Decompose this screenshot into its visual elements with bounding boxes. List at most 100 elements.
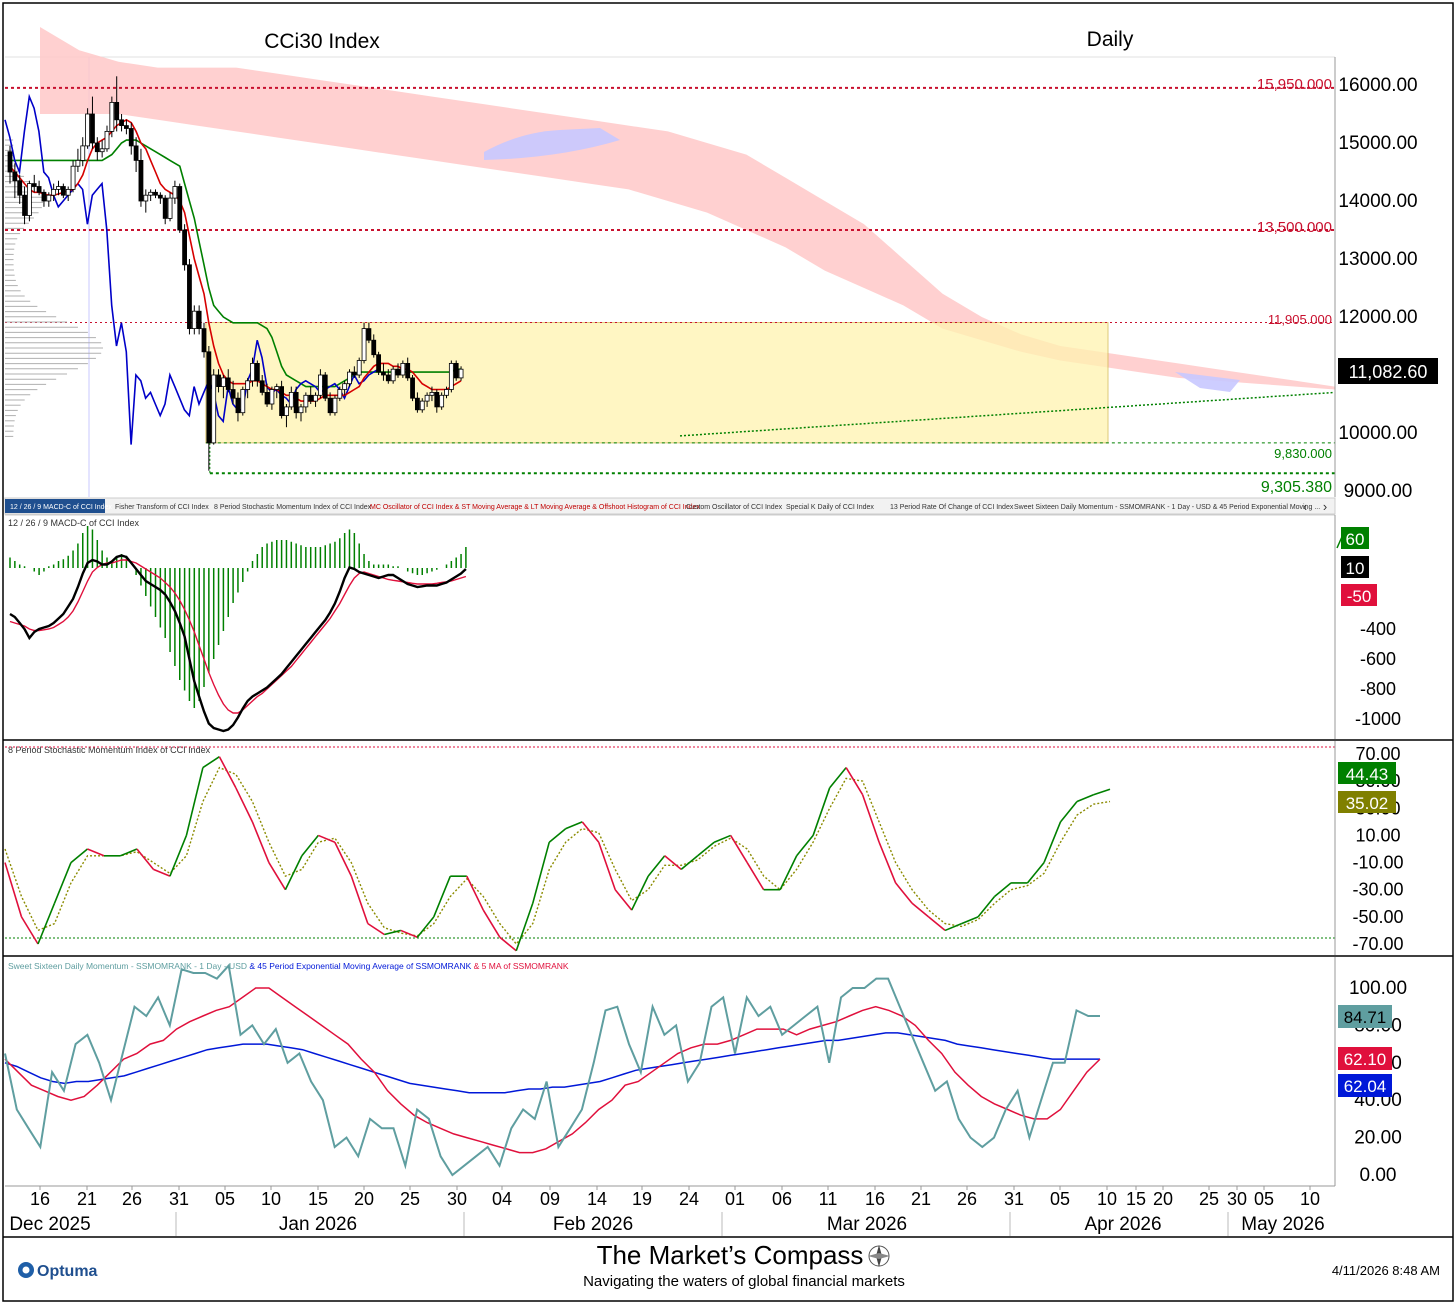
smi-line-segment <box>713 834 731 843</box>
smi-line-segment <box>218 756 237 789</box>
smi-line-segment <box>20 916 39 945</box>
tab-macd-active[interactable] <box>5 499 105 513</box>
y-tick-label: -30.00 <box>1352 880 1403 900</box>
smi-line-segment <box>1093 788 1111 796</box>
candle-body <box>361 328 367 361</box>
candle-body <box>400 362 406 376</box>
ss-ema45-value: 62.04 <box>1344 1077 1387 1096</box>
tab-prev-arrow[interactable]: ‹ <box>1303 499 1307 514</box>
publication-tagline: Navigating the waters of global financia… <box>583 1273 905 1290</box>
smi-line-segment <box>482 909 501 938</box>
tab-custom-oscillator[interactable]: Custom Oscillator of CCI Index <box>686 504 783 511</box>
smi-line-segment <box>251 821 270 863</box>
smi-title: 8 Period Stochastic Momentum Index of CC… <box>8 745 211 755</box>
smi-line-segment <box>367 922 385 936</box>
candle-body <box>337 389 343 399</box>
tab-ssmom[interactable]: Sweet Sixteen Daily Momentum - SSMOMRANK… <box>1014 504 1320 511</box>
macd-axis: -400 -600 -800 -1000 <box>1355 619 1401 729</box>
candle-body <box>245 380 251 390</box>
tab-mc-oscillator[interactable]: MC Oscillator of CCI Index & ST Moving A… <box>370 504 700 511</box>
candle-body <box>366 328 372 341</box>
smi-line-segment <box>911 902 930 918</box>
candle-body <box>36 186 42 193</box>
y-tick-label: 9000.00 <box>1344 481 1413 502</box>
date-day-label: 25 <box>1199 1189 1219 1209</box>
ssmom-panel: Sweet Sixteen Daily Momentum - SSMOMRANK… <box>4 957 1407 1186</box>
compass-needle-ew <box>868 1253 890 1259</box>
date-day-label: 30 <box>447 1189 467 1209</box>
candle-body <box>351 371 357 376</box>
date-day-label: 16 <box>865 1189 885 1209</box>
date-day-label: 05 <box>215 1189 235 1209</box>
compass-rose-icon <box>868 1245 890 1267</box>
candle-body <box>60 186 66 196</box>
date-day-label: 11 <box>819 1189 838 1209</box>
date-day-label: 26 <box>957 1189 977 1209</box>
y-tick-label: 100.00 <box>1349 978 1407 999</box>
smi-line-segment <box>499 936 517 952</box>
tab-fisher[interactable]: Fisher Transform of CCI Index <box>115 504 209 511</box>
tab-roc[interactable]: 13 Period Rate Of Change of CCI Index <box>890 504 1014 511</box>
smi-line-segment <box>779 855 798 891</box>
candle-body <box>347 371 352 385</box>
price-panel: CCi30 Index Daily 15,950.000 13,500.000 … <box>4 27 1438 502</box>
date-day-label: 20 <box>354 1189 374 1209</box>
date-day-label: 14 <box>587 1189 607 1209</box>
candle-body <box>94 142 100 153</box>
ssmom-layer <box>4 963 1101 1177</box>
candle-body <box>405 362 411 379</box>
smi-k-badge <box>1338 762 1396 784</box>
date-day-label: 05 <box>1254 1189 1274 1209</box>
tab-next-arrow[interactable]: › <box>1323 499 1327 514</box>
smi-line-segment <box>746 862 765 891</box>
macd-signal-value: -50 <box>1347 587 1372 606</box>
candle-body <box>434 391 440 408</box>
optuma-logo-icon-core <box>22 1266 30 1274</box>
y-tick-label: -70.00 <box>1352 934 1403 954</box>
macd-signal-line <box>9 559 467 714</box>
smi-line-segment <box>565 821 583 830</box>
candle-body <box>395 368 401 376</box>
candle-body <box>327 397 333 414</box>
tab-special-k[interactable]: Special K Daily of CCI Index <box>786 504 874 511</box>
smi-line-segment <box>1059 800 1078 823</box>
candle-body <box>104 130 110 150</box>
macd-line <box>9 554 467 733</box>
candle-body <box>414 397 420 411</box>
smi-line-segment <box>400 929 418 938</box>
optuma-logo-text: Optuma <box>37 1263 98 1280</box>
candle-body <box>172 186 178 199</box>
candle-body <box>288 391 294 408</box>
candle-body <box>376 354 382 373</box>
ssmom-title: Sweet Sixteen Daily Momentum - SSMOMRANK… <box>8 961 569 971</box>
smi-line-segment <box>729 835 748 863</box>
date-month-label: Dec 2025 <box>9 1214 90 1235</box>
candle-body <box>187 264 192 329</box>
date-month-labels: Dec 2025 Jan 2026 Feb 2026 Mar 2026 Apr 2026… <box>9 1212 1325 1236</box>
candle-body <box>220 377 226 387</box>
date-day-label: 21 <box>77 1189 97 1209</box>
candle-body <box>177 186 183 231</box>
tenkan-sen-line <box>9 118 462 402</box>
candle-body <box>453 362 459 379</box>
smi-line-segment <box>70 848 88 864</box>
macd-title: 12 / 26 / 9 MACD-C of CCI Index <box>8 518 140 528</box>
macd-hist-badge <box>1341 527 1369 549</box>
support-label-2: 9,305.380 <box>1261 479 1332 496</box>
date-day-label: 31 <box>1004 1189 1024 1209</box>
candle-body <box>157 194 163 199</box>
smi-line-segment <box>845 767 864 796</box>
y-tick-label: 0.00 <box>1360 1165 1397 1186</box>
date-day-label: 06 <box>772 1189 792 1209</box>
candle-body <box>201 328 207 353</box>
date-day-label: 09 <box>540 1189 560 1209</box>
smi-line-segment <box>318 834 336 843</box>
tab-smi[interactable]: 8 Period Stochastic Momentum Index of CC… <box>214 504 372 511</box>
date-day-label: 26 <box>122 1189 142 1209</box>
y-tick-label: 13000.00 <box>1338 249 1417 270</box>
candle-body <box>429 391 435 396</box>
ichimoku-cloud-bearish <box>40 27 1335 390</box>
candle-body <box>250 362 255 382</box>
candle-body <box>7 151 13 173</box>
smi-d-value: 35.02 <box>1346 794 1389 813</box>
